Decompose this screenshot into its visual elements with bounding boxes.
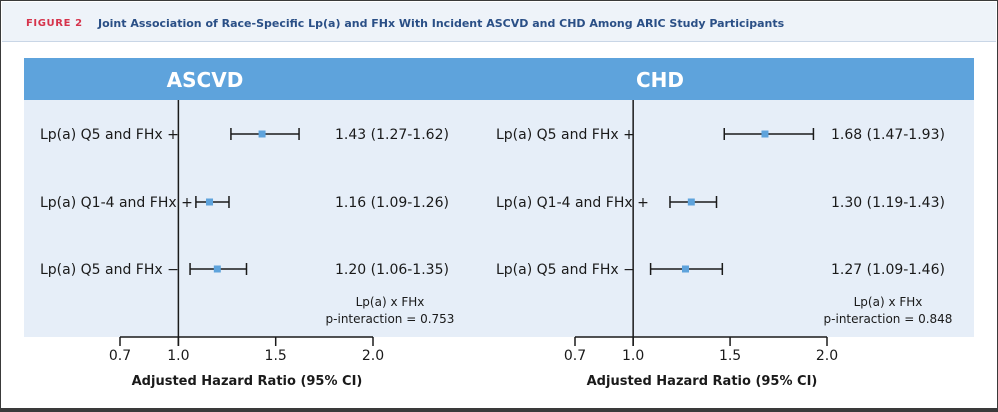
row-label: Lp(a) Q1-4 and FHx + <box>496 195 649 211</box>
x-tick-label: 1.5 <box>719 348 741 364</box>
interaction-p-value: p-interaction = 0.848 <box>824 312 953 326</box>
x-tick-label: 2.0 <box>816 348 838 364</box>
row-label: Lp(a) Q5 and FHx + <box>40 127 179 143</box>
x-tick-label: 0.7 <box>564 348 586 364</box>
plot-background <box>24 58 974 337</box>
hr-ci-text: 1.30 (1.19-1.43) <box>831 195 945 211</box>
point-estimate-marker <box>258 130 266 138</box>
row-label: Lp(a) Q5 and FHx + <box>496 127 635 143</box>
point-estimate-marker <box>681 265 689 273</box>
point-estimate-marker <box>206 198 214 206</box>
x-axis-label: Adjusted Hazard Ratio (95% CI) <box>587 374 818 389</box>
x-tick-label: 2.0 <box>362 348 384 364</box>
row-label: Lp(a) Q1-4 and FHx + <box>40 195 193 211</box>
point-estimate-marker <box>761 130 769 138</box>
panel-header-band <box>24 58 974 100</box>
hr-ci-text: 1.20 (1.06-1.35) <box>335 262 449 278</box>
hr-ci-text: 1.27 (1.09-1.46) <box>831 262 945 278</box>
row-label: Lp(a) Q5 and FHx − <box>496 262 635 278</box>
x-axis-label: Adjusted Hazard Ratio (95% CI) <box>132 374 363 389</box>
point-estimate-marker <box>687 198 695 206</box>
x-tick-label: 1.0 <box>622 348 644 364</box>
bottom-rule <box>0 408 998 412</box>
interaction-label: Lp(a) x FHx <box>356 295 425 309</box>
interaction-label: Lp(a) x FHx <box>854 295 923 309</box>
figure-header: FIGURE 2 Joint Association of Race-Speci… <box>2 2 996 42</box>
row-label: Lp(a) Q5 and FHx − <box>40 262 179 278</box>
hr-ci-text: 1.16 (1.09-1.26) <box>335 195 449 211</box>
point-estimate-marker <box>213 265 221 273</box>
x-tick-label: 1.0 <box>167 348 189 364</box>
panel-title: CHD <box>636 68 684 92</box>
hr-ci-text: 1.43 (1.27-1.62) <box>335 127 449 143</box>
x-tick-label: 1.5 <box>265 348 287 364</box>
figure-label: FIGURE 2 <box>26 18 83 29</box>
panel-title: ASCVD <box>167 68 244 92</box>
x-tick-label: 0.7 <box>109 348 131 364</box>
interaction-p-value: p-interaction = 0.753 <box>326 312 455 326</box>
hr-ci-text: 1.68 (1.47-1.93) <box>831 127 945 143</box>
figure-title: Joint Association of Race-Specific Lp(a)… <box>98 17 785 30</box>
